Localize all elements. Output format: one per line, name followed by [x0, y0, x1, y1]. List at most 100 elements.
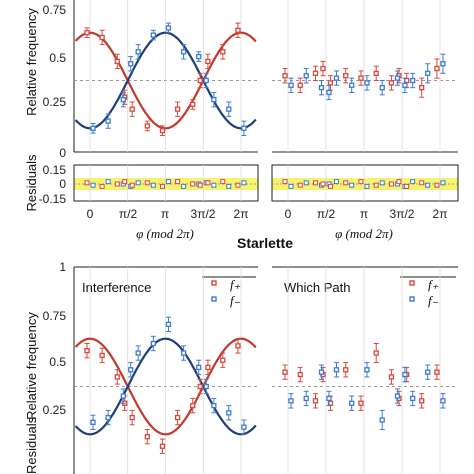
data-point-f-plus: [434, 65, 440, 72]
xlabel-left: φ (mod 2π): [136, 226, 194, 241]
data-point-f-plus: [343, 367, 349, 373]
data-point-f-plus: [220, 49, 226, 55]
data-point-f-minus: [90, 125, 96, 131]
data-point-f-minus: [135, 49, 141, 55]
data-point-f-minus: [303, 73, 309, 79]
xtick-left-3pi2: 3π/2: [191, 207, 216, 221]
data-point-f-plus: [327, 80, 334, 86]
data-point-f-plus: [320, 65, 326, 72]
data-point-f-minus: [440, 61, 446, 67]
data-point-f-minus: [120, 393, 126, 399]
ytick-top-0: 0: [59, 146, 66, 160]
residual-point-f-plus: [235, 182, 241, 188]
xtick-left-0: 0: [87, 207, 94, 221]
residual-point-f-minus: [425, 182, 431, 188]
data-point-f-plus: [205, 364, 211, 371]
ylabel-residuals-bottom: Residuals: [24, 416, 39, 474]
data-point-f-minus: [180, 350, 187, 356]
data-point-f-plus: [297, 82, 303, 88]
data-point-f-plus: [434, 369, 440, 375]
data-point-f-minus: [394, 393, 401, 399]
data-point-f-minus: [364, 80, 370, 86]
data-point-f-minus: [196, 364, 202, 371]
xtick-right-2pi: 2π: [433, 207, 448, 221]
legend-right-minus-label: f₋: [428, 293, 439, 308]
residual-point-f-plus: [197, 182, 203, 188]
data-point-f-plus: [174, 414, 181, 421]
data-point-f-plus: [197, 383, 203, 390]
data-point-f-minus: [150, 340, 156, 347]
residual-frame-right: [271, 164, 459, 202]
data-point-f-minus: [165, 25, 172, 31]
residual-point-f-plus: [373, 182, 379, 188]
data-point-f-plus: [358, 75, 364, 81]
residual-point-f-plus: [122, 179, 128, 185]
data-point-f-plus: [159, 443, 166, 449]
residual-point-f-minus: [135, 180, 141, 186]
residual-point-f-plus: [388, 181, 394, 187]
residual-point-f-plus: [404, 183, 410, 189]
xtick-right-3pi2: 3π/2: [390, 207, 415, 221]
data-point-f-minus: [394, 75, 401, 81]
data-point-f-minus: [128, 367, 134, 373]
legend-right-minus-marker: [409, 296, 415, 302]
ytick-bot-05: 0.5: [49, 355, 66, 369]
fit-curve-plus: [74, 337, 257, 436]
data-point-f-minus: [165, 321, 172, 328]
residual-point-f-minus: [349, 182, 355, 188]
residual-point-f-plus: [320, 181, 326, 187]
data-point-f-minus: [226, 106, 232, 112]
data-point-f-plus: [419, 85, 425, 91]
residual-point-f-minus: [410, 179, 416, 185]
residual-point-f-minus: [241, 180, 247, 186]
data-point-f-plus: [84, 30, 90, 36]
data-point-f-plus: [373, 70, 379, 76]
data-point-f-plus: [220, 357, 226, 363]
legend-left-minus-label: f₋: [230, 293, 241, 308]
xtick-right-pi: π: [360, 207, 368, 221]
data-point-f-plus: [99, 352, 105, 359]
residual-point-f-minus: [211, 182, 217, 188]
data-point-f-minus: [288, 82, 294, 88]
residual-point-f-minus: [105, 179, 111, 185]
ytick-top-075: 0.75: [43, 3, 67, 17]
residual-point-f-plus: [396, 179, 402, 185]
residual-point-f-plus: [282, 179, 288, 185]
data-point-f-plus: [388, 374, 395, 380]
data-point-f-plus: [282, 369, 288, 375]
data-point-f-plus: [312, 70, 319, 76]
data-point-f-plus: [235, 343, 241, 349]
data-point-f-minus: [425, 369, 431, 375]
residual-point-f-minus: [165, 179, 171, 185]
data-point-f-minus: [211, 402, 217, 409]
data-point-f-minus: [326, 89, 332, 96]
residual-point-f-plus: [99, 183, 105, 189]
data-point-f-minus: [241, 125, 247, 131]
xticks-left: 0 π/2 π 3π/2 2π: [87, 207, 249, 221]
data-point-f-plus: [159, 128, 166, 134]
fit-curve-minus: [74, 337, 257, 436]
data-point-f-plus: [174, 106, 181, 112]
residual-point-f-plus: [175, 179, 181, 185]
data-point-f-minus: [120, 96, 126, 103]
residual-point-f-plus: [343, 180, 349, 186]
data-point-f-minus: [333, 75, 340, 81]
data-point-f-minus: [318, 369, 325, 375]
ytick-top-025: 0.25: [43, 95, 67, 109]
ytick-bot-1: 1: [59, 260, 66, 274]
data-point-f-minus: [410, 395, 416, 402]
data-point-f-plus: [190, 101, 196, 108]
data-point-f-plus: [282, 73, 288, 79]
residual-point-f-minus: [364, 183, 370, 189]
residual-point-f-minus: [90, 182, 96, 188]
legend-right-plus-marker: [409, 280, 415, 286]
data-point-f-plus: [190, 402, 196, 409]
residual-point-f-plus: [84, 180, 90, 186]
ytick-res-015: 0.15: [43, 163, 67, 177]
data-point-f-minus: [196, 53, 202, 60]
data-point-f-minus: [105, 414, 111, 421]
ylabel-residuals: Residuals: [24, 154, 39, 212]
residual-point-f-plus: [434, 182, 440, 188]
ylabel-bottom: Relative frequency: [24, 312, 39, 420]
